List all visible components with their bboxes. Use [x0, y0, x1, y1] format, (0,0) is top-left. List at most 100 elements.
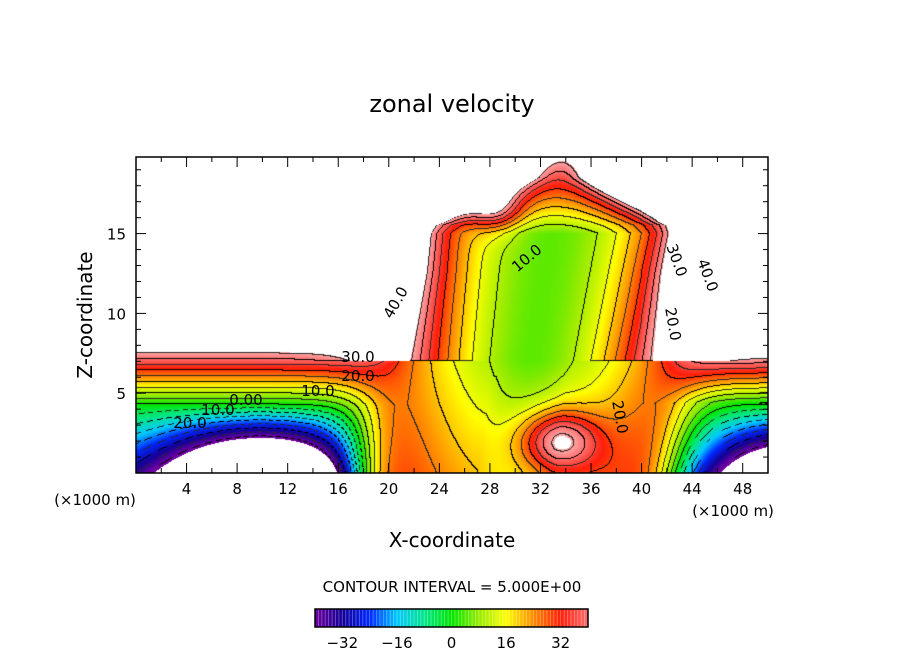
plot-frame — [135, 156, 769, 474]
contour-field — [136, 157, 768, 473]
colorbar-swatch — [471, 609, 476, 627]
colorbar-swatch — [574, 609, 579, 627]
colorbar-swatch — [417, 609, 422, 627]
colorbar-swatch — [512, 609, 517, 627]
colorbar-swatch — [325, 609, 329, 627]
colorbar-swatch — [577, 609, 582, 627]
colorbar-swatch — [482, 609, 486, 627]
colorbar-swatch — [362, 609, 367, 627]
colorbar-swatch — [413, 609, 418, 627]
colorbar-swatch — [359, 609, 364, 627]
chart-title: zonal velocity — [369, 90, 534, 118]
x-tick-label: 36 — [581, 480, 600, 498]
colorbar-swatch — [342, 609, 347, 627]
colorbar-swatch — [540, 609, 544, 627]
x-tick-label: 28 — [480, 480, 499, 498]
colorbar-swatch — [526, 609, 531, 627]
colorbar-swatch — [352, 609, 357, 627]
colorbar-swatch — [383, 609, 387, 627]
colorbar-swatch — [355, 609, 360, 627]
colorbar-swatch — [444, 609, 449, 627]
colorbar-swatch — [509, 609, 514, 627]
colorbar-swatch — [543, 609, 548, 627]
colorbar-swatch — [345, 609, 350, 627]
colorbar-swatch — [407, 609, 411, 627]
contour-label: 40.0 — [694, 257, 722, 295]
x-tick-label: 20 — [379, 480, 398, 498]
y-tick-labels: 5 10 15 — [107, 226, 126, 404]
contour-label: 20.0 — [173, 414, 206, 432]
colorbar-swatch — [570, 609, 575, 627]
colorbar-swatch — [485, 609, 490, 627]
colorbar-swatch — [315, 609, 319, 627]
x-tick-label: 8 — [232, 480, 242, 498]
x-unit-right: (×1000 m) — [692, 502, 774, 520]
colorbar-swatch — [499, 609, 503, 627]
colorbar-swatch — [550, 609, 555, 627]
colorbar — [314, 608, 589, 628]
colorbar-swatch — [318, 609, 323, 627]
colorbar-swatch — [396, 609, 401, 627]
colorbar-tick-label: 0 — [447, 634, 457, 652]
colorbar-tick-label: −32 — [326, 634, 358, 652]
colorbar-swatch — [567, 609, 572, 627]
colorbar-swatch — [492, 609, 497, 627]
colorbar-swatch — [584, 609, 589, 627]
x-tick-labels: 4 8 12 16 20 24 28 32 36 40 44 48 — [182, 480, 752, 498]
colorbar-swatch — [461, 609, 466, 627]
y-tick-label: 10 — [107, 305, 126, 323]
colorbar-swatch — [403, 609, 408, 627]
colorbar-swatch — [448, 609, 452, 627]
x-tick-label: 40 — [632, 480, 651, 498]
x-tick-label: 4 — [182, 480, 192, 498]
colorbar-swatch — [393, 609, 398, 627]
x-tick-label: 44 — [683, 480, 702, 498]
colorbar-swatch — [458, 609, 463, 627]
axis-ticks — [136, 157, 768, 473]
contour-label: 10.0 — [201, 401, 234, 419]
colorbar-swatch — [465, 609, 469, 627]
colorbar-swatch — [390, 609, 394, 627]
colorbar-swatch — [379, 609, 384, 627]
colorbar-swatch — [386, 609, 391, 627]
colorbar-swatch — [338, 609, 343, 627]
contour-label: 10.0 — [301, 382, 334, 400]
colorbar-swatch — [427, 609, 432, 627]
colorbar-swatch — [475, 609, 480, 627]
x-tick-label: 16 — [329, 480, 348, 498]
colorbar-swatch — [366, 609, 370, 627]
colorbar-swatch — [454, 609, 459, 627]
colorbar-swatch — [553, 609, 558, 627]
colorbar-tick-label: 16 — [497, 634, 516, 652]
colorbar-swatch — [335, 609, 340, 627]
contour-label: 20.0 — [341, 367, 374, 385]
colorbar-swatch — [410, 609, 415, 627]
x-tick-label: 12 — [278, 480, 297, 498]
contour-label: 40.0 — [380, 284, 412, 322]
x-tick-label: 24 — [430, 480, 449, 498]
contour-label: 0.00 — [229, 391, 262, 409]
contour-label: 30.0 — [341, 348, 374, 366]
colorbar-swatch — [557, 609, 561, 627]
colorbar-swatch — [400, 609, 405, 627]
y-axis-label: Z-coordinate — [73, 251, 97, 378]
colorbar-swatch — [328, 609, 333, 627]
colorbar-swatch — [424, 609, 428, 627]
colorbar-swatch — [560, 609, 565, 627]
contour-interval-text: CONTOUR INTERVAL = 5.000E+00 — [323, 578, 582, 596]
colorbar-tick-label: 32 — [551, 634, 570, 652]
colorbar-tick-labels: −32 −16 0 16 32 — [326, 634, 570, 652]
colorbar-swatch — [451, 609, 456, 627]
colorbar-swatch — [369, 609, 374, 627]
colorbar-swatch — [437, 609, 442, 627]
colorbar-swatch — [434, 609, 439, 627]
colorbar-swatch — [321, 609, 326, 627]
x-unit-left: (×1000 m) — [54, 491, 136, 509]
colorbar-swatch — [332, 609, 336, 627]
colorbar-tick-label: −16 — [381, 634, 413, 652]
colorbar-swatch — [529, 609, 534, 627]
colorbar-swatch — [441, 609, 445, 627]
colorbar-swatch — [547, 609, 551, 627]
